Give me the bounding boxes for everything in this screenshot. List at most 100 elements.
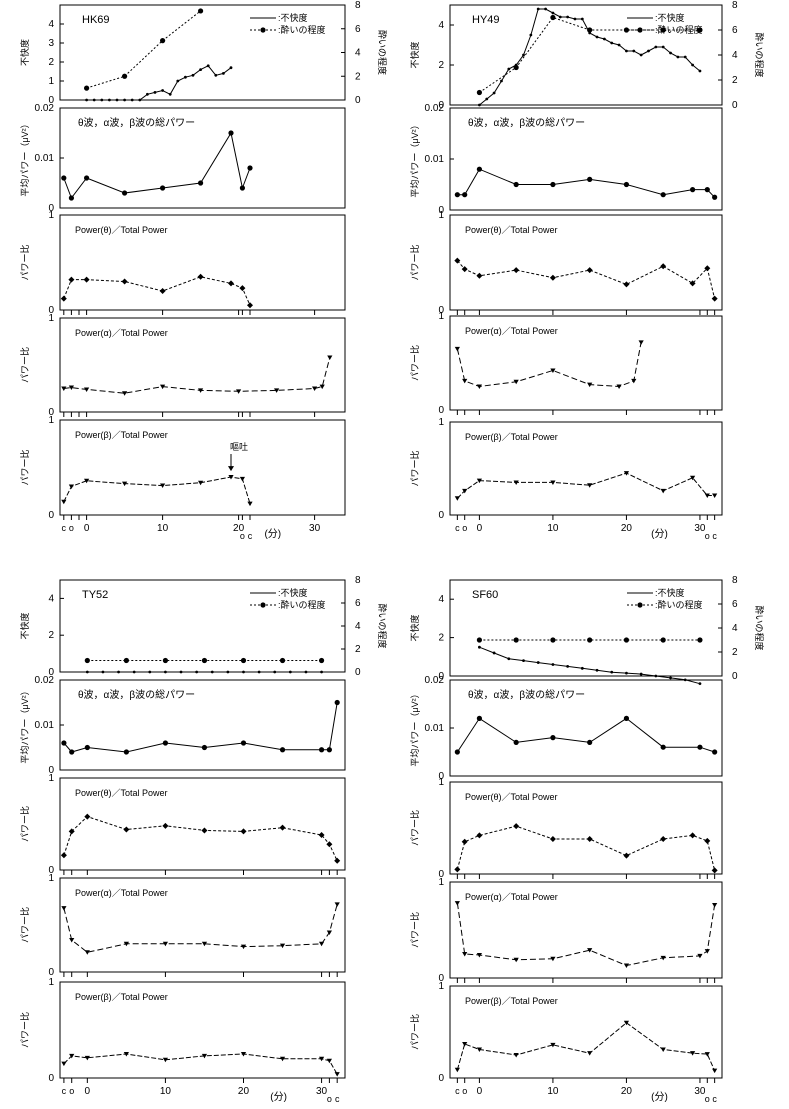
- theta-series-point: [68, 276, 75, 283]
- discomfort-series-point: [164, 670, 167, 674]
- beta-series-point: [69, 1053, 75, 1059]
- theta-series-line: [63, 816, 338, 862]
- theta-series-point: [228, 280, 234, 287]
- x-tick-label: 20: [621, 523, 633, 534]
- alpha-series-point: [162, 941, 169, 947]
- discomfort-axis-label: 不快度: [409, 41, 420, 68]
- discomfort-series-point: [647, 49, 650, 53]
- beta-series-point: [623, 471, 630, 476]
- legend-sickness-marker: [637, 602, 643, 608]
- alpha-series-point: [198, 388, 204, 393]
- theta-title: Power(θ)／Total Power: [75, 788, 168, 798]
- alpha-ratio-axis-label: パワー比: [19, 907, 30, 943]
- discomfort-series-point: [602, 37, 606, 41]
- alpha-series-point: [84, 950, 90, 955]
- theta-series-point: [159, 288, 166, 294]
- beta-series-point: [84, 478, 90, 484]
- alpha-series-point: [318, 941, 325, 947]
- x-letter-o-end: o: [705, 531, 710, 541]
- sickness-series-point: [318, 657, 325, 664]
- theta-series-point: [660, 263, 667, 270]
- beta-series-point: [239, 476, 245, 482]
- discomfort-ytick-label: 2: [438, 60, 444, 71]
- legend-discomfort-label: :不快度: [655, 587, 685, 598]
- total-power-series-point: [201, 744, 208, 751]
- sickness-series-point: [623, 27, 630, 33]
- x-letter-c-end: c: [335, 1094, 340, 1104]
- x-tick-label: 20: [233, 523, 245, 534]
- theta-series-point: [711, 867, 718, 874]
- discomfort-series-point: [304, 670, 308, 674]
- alpha-series-point: [68, 385, 74, 391]
- discomfort-axis-label: 不快度: [19, 612, 30, 639]
- total-power-series-point: [334, 699, 340, 706]
- theta-series-point: [454, 257, 461, 264]
- theta-panel-frame: [59, 214, 346, 311]
- avg-power-axis-label: 平均パワー（μV²）: [19, 119, 30, 196]
- discomfort-series-line: [479, 8, 701, 106]
- subject-label: HK69: [82, 14, 110, 26]
- sickness-ytick-label: 2: [732, 75, 738, 86]
- discomfort-series-point: [551, 663, 555, 666]
- sickness-series-point: [660, 637, 666, 643]
- discomfort-series-point: [130, 98, 134, 102]
- beta-title: Power(β)／Total Power: [465, 996, 558, 1006]
- sickness-series-point: [160, 38, 166, 44]
- alpha-series-point: [462, 952, 468, 957]
- beta-series-point: [550, 480, 556, 485]
- sickness-series-point: [476, 89, 483, 96]
- theta-ratio-axis-label: パワー比: [409, 244, 420, 280]
- discomfort-series-point: [507, 657, 511, 661]
- theta-title: Power(θ)／Total Power: [465, 792, 558, 802]
- beta-series-point: [122, 481, 128, 487]
- discomfort-series-point: [691, 63, 694, 67]
- x-tick-label: 0: [477, 523, 483, 534]
- beta-ytick-label: 1: [438, 981, 444, 992]
- alpha-ytick-label: 1: [438, 877, 444, 888]
- total-power-series-point: [123, 749, 129, 755]
- alpha-series-point: [326, 930, 332, 936]
- beta-series-point: [513, 480, 519, 485]
- alpha-series-point: [513, 379, 519, 385]
- discomfort-series-point: [206, 64, 210, 68]
- alpha-series-point: [513, 957, 519, 963]
- legend-discomfort-label: :不快度: [278, 587, 308, 598]
- beta-series-point: [84, 1055, 90, 1061]
- alpha-series-point: [122, 391, 128, 396]
- discomfort-series-point: [161, 89, 165, 92]
- discomfort-series-point: [654, 674, 658, 678]
- x-unit-label: (分): [651, 1091, 668, 1103]
- discomfort-series-point: [115, 98, 119, 102]
- x-tick-label: 10: [547, 1086, 559, 1097]
- discomfort-series-point: [654, 45, 658, 49]
- x-letter-c: c: [62, 1086, 67, 1096]
- alpha-series-point: [123, 941, 129, 947]
- beta-series-line: [63, 476, 251, 504]
- x-letter-c-end: c: [248, 531, 253, 541]
- alpha-series-point: [274, 388, 280, 393]
- alpha-series-line: [63, 904, 338, 953]
- theta-ytick-label: 0: [438, 869, 444, 880]
- discomfort-series-point: [148, 670, 152, 674]
- beta-series-point: [279, 1056, 286, 1062]
- sickness-series-point: [513, 64, 519, 71]
- sickness-series-point: [162, 657, 169, 664]
- sickness-axis-label: 酔いの程度: [377, 30, 388, 75]
- theta-series-point: [60, 852, 67, 859]
- sickness-ytick-label: 0: [355, 95, 361, 106]
- total-power-series-point: [162, 740, 169, 746]
- alpha-series-point: [660, 955, 666, 961]
- sickness-series-point: [122, 73, 128, 79]
- discomfort-series-point: [242, 670, 245, 674]
- theta-series-point: [201, 827, 208, 834]
- theta-panel-frame: [59, 777, 346, 871]
- beta-series-line: [456, 1022, 716, 1071]
- theta-series-point: [247, 302, 253, 309]
- discomfort-series-point: [222, 72, 225, 75]
- legend-sickness-marker: [637, 27, 643, 33]
- x-tick-label: 0: [85, 1086, 91, 1097]
- discomfort-series-point: [179, 670, 183, 674]
- sickness-ytick-label: 0: [732, 671, 738, 682]
- theta-series-point: [240, 828, 247, 835]
